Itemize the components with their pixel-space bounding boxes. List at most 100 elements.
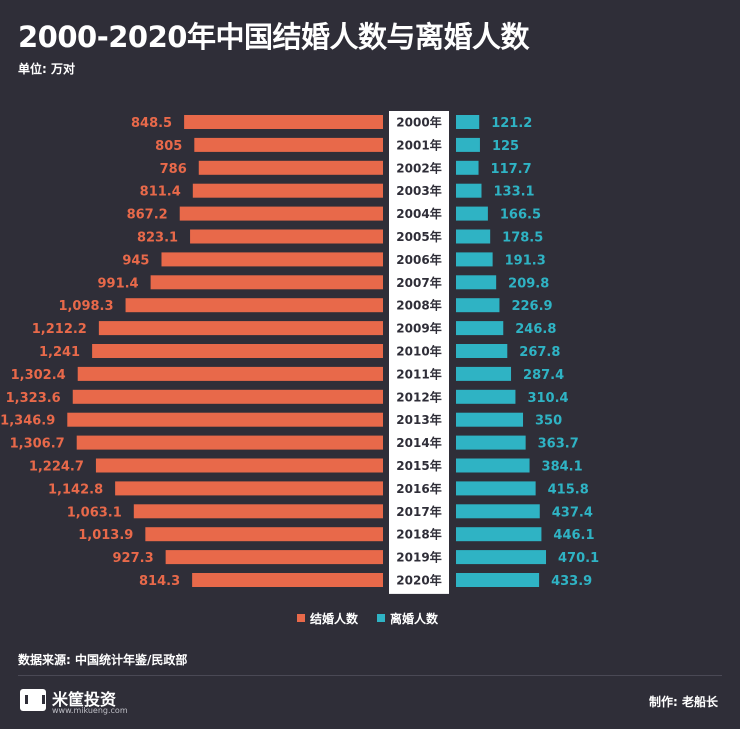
divorce-value-label: 446.1 <box>553 528 594 543</box>
divorce-bar <box>456 229 491 244</box>
marriage-value-label: 1,306.7 <box>10 437 65 452</box>
divorce-value-label: 287.4 <box>523 368 564 383</box>
year-label: 2012年 <box>396 389 441 404</box>
year-label: 2010年 <box>396 344 441 359</box>
marriage-bar <box>133 504 383 519</box>
marriage-value-label: 823.1 <box>137 231 178 246</box>
marriage-bar <box>150 275 383 290</box>
brand-logo-icon <box>20 689 46 711</box>
marriage-value-label: 945 <box>122 253 149 268</box>
divorce-bar <box>456 573 540 587</box>
data-source: 数据来源: 中国统计年鉴/民政部 <box>18 653 188 667</box>
brand-name: 米筐投资 <box>52 690 117 709</box>
divorce-bar <box>456 389 516 404</box>
marriage-bar <box>192 183 383 198</box>
marriage-value-label: 1,098.3 <box>58 299 113 314</box>
divorce-value-label: 178.5 <box>502 231 543 246</box>
divorce-bar <box>456 298 500 313</box>
divorce-value-label: 209.8 <box>508 276 549 291</box>
marriage-bar <box>67 412 384 427</box>
divorce-value-label: 470.1 <box>558 551 599 566</box>
divorce-bar <box>456 550 547 565</box>
marriage-bar <box>125 298 384 313</box>
divorce-bar <box>456 183 482 198</box>
divorce-value-label: 350 <box>535 414 562 429</box>
marriage-bar <box>115 481 383 496</box>
year-label: 2009年 <box>396 321 441 336</box>
marriage-bar <box>145 527 383 542</box>
legend-marriage-swatch <box>297 614 305 622</box>
year-column-background <box>389 111 449 594</box>
divorce-value-label: 166.5 <box>500 208 541 223</box>
marriage-value-label: 1,142.8 <box>48 482 103 497</box>
marriage-bar <box>92 344 384 358</box>
divorce-bar <box>456 275 497 290</box>
divorce-bar <box>456 435 526 450</box>
divorce-value-label: 191.3 <box>505 253 546 268</box>
year-label: 2006年 <box>396 252 441 267</box>
year-label: 2001年 <box>396 137 441 152</box>
marriage-value-label: 991.4 <box>97 276 138 291</box>
marriage-bar <box>190 229 383 244</box>
unit-label: 单位: 万对 <box>18 62 75 76</box>
year-label: 2003年 <box>396 183 441 198</box>
marriage-bar <box>165 550 383 565</box>
year-label: 2002年 <box>396 160 441 175</box>
credit: 制作: 老船长 <box>649 695 718 709</box>
year-label: 2016年 <box>396 481 441 496</box>
divorce-bar <box>456 412 524 427</box>
marriage-bar <box>77 366 383 381</box>
divorce-bar <box>456 366 512 381</box>
marriage-value-label: 1,323.6 <box>6 391 61 406</box>
marriage-value-label: 1,063.1 <box>67 505 122 520</box>
marriage-bar <box>76 435 383 450</box>
marriage-bar <box>95 458 383 473</box>
divorce-value-label: 133.1 <box>493 185 534 200</box>
legend-marriage-label: 结婚人数 <box>310 611 359 626</box>
divorce-value-label: 117.7 <box>491 162 532 177</box>
year-label: 2005年 <box>396 229 441 244</box>
divorce-bar <box>456 252 493 267</box>
divorce-value-label: 246.8 <box>515 322 556 337</box>
year-label: 2008年 <box>396 298 441 313</box>
marriage-bar <box>98 321 383 336</box>
divorce-value-label: 267.8 <box>519 345 560 360</box>
legend-divorce-label: 离婚人数 <box>390 611 439 626</box>
marriage-bar <box>161 252 383 267</box>
marriage-value-label: 1,224.7 <box>29 460 84 475</box>
marriage-value-label: 848.5 <box>131 116 172 131</box>
marriage-value-label: 867.2 <box>127 208 168 223</box>
divorce-bar <box>456 344 508 358</box>
divorce-value-label: 125 <box>492 139 519 154</box>
divorce-value-label: 437.4 <box>552 505 593 520</box>
divorce-value-label: 433.9 <box>551 574 592 589</box>
marriage-bar <box>198 160 383 175</box>
divorce-value-label: 121.2 <box>491 116 532 131</box>
marriage-bar <box>72 389 383 404</box>
marriage-value-label: 927.3 <box>113 551 154 566</box>
divorce-bar <box>456 321 504 336</box>
divorce-bar <box>456 527 542 542</box>
year-label: 2007年 <box>396 275 441 290</box>
year-label: 2014年 <box>396 435 441 450</box>
marriage-value-label: 811.4 <box>140 185 181 200</box>
year-label: 2004年 <box>396 206 441 221</box>
divorce-bar <box>456 160 479 175</box>
divorce-bar <box>456 206 488 221</box>
marriage-value-label: 1,212.2 <box>32 322 87 337</box>
divorce-bar <box>456 137 480 152</box>
marriage-value-label: 1,346.9 <box>0 414 55 429</box>
marriage-value-label: 805 <box>155 139 182 154</box>
divorce-value-label: 384.1 <box>542 460 583 475</box>
divorce-bar <box>456 115 480 129</box>
year-label: 2015年 <box>396 458 441 473</box>
year-label: 2013年 <box>396 412 441 427</box>
brand-url: www.mikueng.com <box>52 706 128 715</box>
marriage-bar <box>194 137 383 152</box>
divorce-value-label: 363.7 <box>538 437 579 452</box>
marriage-value-label: 1,302.4 <box>11 368 66 383</box>
butterfly-bar-chart: 848.5 2000年 121.2 805 2001年 125 786 2002年 117.7 8… <box>0 111 599 626</box>
year-label: 2017年 <box>396 504 441 519</box>
divorce-value-label: 226.9 <box>511 299 552 314</box>
footer-divider <box>18 675 722 676</box>
